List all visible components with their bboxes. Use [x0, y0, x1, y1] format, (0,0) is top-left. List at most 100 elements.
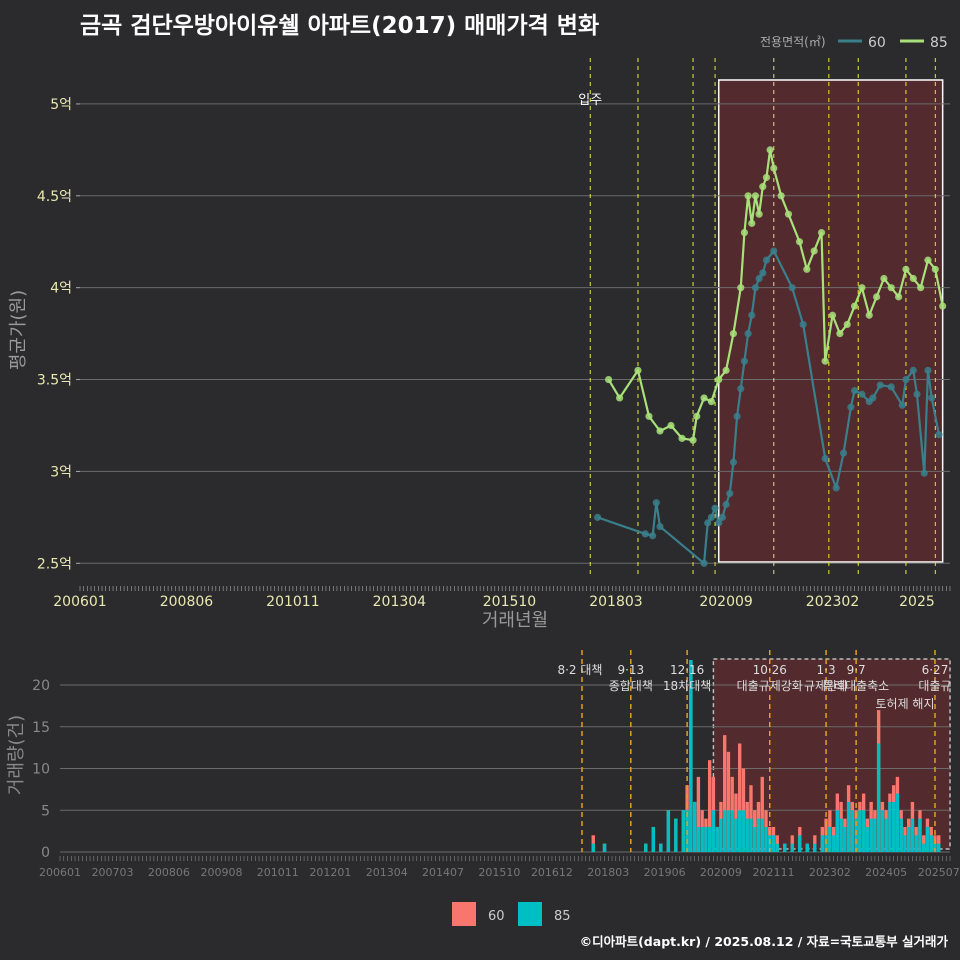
data-point-85 — [843, 320, 851, 329]
bar-60 — [805, 843, 809, 852]
x-tick-label: 201510 — [478, 866, 520, 879]
bar-60 — [674, 818, 678, 852]
bar-85 — [602, 843, 607, 852]
x-tick-label: 201803 — [587, 866, 629, 879]
bar-85 — [715, 826, 719, 852]
data-point-85 — [751, 192, 760, 200]
bar-85 — [730, 810, 734, 852]
x-tick-label: 200703 — [92, 866, 134, 879]
x-tick-label: 201011 — [266, 594, 319, 610]
bar-85 — [903, 835, 907, 852]
data-point-60 — [928, 394, 936, 402]
data-point-60 — [715, 519, 723, 527]
bar-60 — [783, 843, 787, 852]
bar-60 — [843, 818, 847, 852]
data-point-85 — [762, 173, 771, 182]
x-tick-label: 200908 — [200, 866, 242, 879]
bar-85 — [726, 810, 731, 852]
data-point-60 — [850, 386, 859, 395]
data-point-60 — [722, 500, 730, 509]
bar-85 — [925, 826, 930, 852]
policy-label: 8·2 대책 — [557, 662, 602, 677]
bar-60 — [925, 818, 930, 852]
bar-60 — [696, 776, 701, 852]
bar-85 — [685, 810, 689, 852]
data-point-60 — [704, 519, 712, 527]
bar-85 — [775, 843, 779, 852]
bar-85 — [891, 801, 896, 852]
data-point-60 — [729, 458, 738, 466]
bar-60 — [888, 793, 892, 852]
data-point-85 — [817, 228, 826, 237]
bar-85 — [805, 843, 809, 852]
data-point-85 — [740, 228, 749, 237]
data-point-60 — [913, 390, 921, 398]
data-point-60 — [788, 284, 796, 292]
data-point-85 — [700, 394, 708, 402]
bar-85 — [884, 818, 888, 852]
policy-label: 특례대출축소 — [823, 679, 889, 693]
legend-key-85 — [518, 902, 542, 926]
bar-60 — [820, 826, 825, 852]
bar-60 — [738, 743, 742, 852]
data-point-60 — [887, 383, 895, 391]
data-point-60 — [832, 484, 840, 492]
data-point-60 — [718, 513, 727, 521]
x-tick-label: 202507 — [918, 866, 960, 879]
bar-60 — [745, 801, 749, 852]
data-point-60 — [821, 454, 829, 463]
bar-60 — [922, 835, 926, 852]
x-tick-label: 202302 — [809, 866, 851, 879]
policy-label: 1·3 — [817, 663, 836, 677]
x-tick-label: 200601 — [53, 594, 106, 610]
data-point-60 — [641, 530, 649, 538]
data-point-60 — [924, 366, 932, 374]
bar-85 — [689, 660, 693, 852]
bar-85 — [899, 818, 903, 852]
bar-85 — [929, 835, 933, 852]
bar-60 — [846, 785, 851, 852]
policy-label: 규제완화 — [804, 679, 848, 693]
bar-60 — [899, 810, 903, 852]
y-tick-label: 4억 — [50, 281, 72, 297]
bar-60 — [861, 793, 866, 852]
data-point-60 — [762, 256, 771, 264]
bar-85 — [681, 810, 686, 852]
x-tick-label: 202405 — [865, 866, 907, 879]
data-point-85 — [616, 394, 624, 402]
bar-60 — [711, 776, 716, 852]
data-point-85 — [872, 293, 881, 301]
data-point-85 — [858, 284, 866, 292]
x-tick-label: 201906 — [644, 866, 686, 879]
bar-85 — [869, 818, 873, 852]
data-point-85 — [895, 293, 903, 301]
policy-label: 대출규제강화 — [737, 679, 803, 693]
data-point-60 — [748, 311, 756, 319]
bar-60 — [771, 826, 776, 852]
bar-60 — [644, 843, 648, 852]
bar-60 — [764, 810, 768, 852]
bar-85 — [771, 835, 776, 852]
bar-60 — [813, 835, 817, 852]
data-point-60 — [799, 320, 807, 329]
bar-85 — [659, 843, 663, 852]
bar-60 — [722, 735, 727, 852]
bar-85 — [749, 818, 753, 852]
bar-85 — [937, 843, 941, 852]
bar-60 — [858, 801, 862, 852]
bar-85 — [756, 818, 761, 852]
legend-label-60: 60 — [868, 35, 886, 51]
bar-85 — [696, 826, 701, 852]
data-point-85 — [865, 311, 873, 319]
annotation-label: 입주 — [578, 93, 602, 108]
bar-60 — [768, 826, 772, 852]
data-point-85 — [605, 375, 613, 384]
bar-85 — [734, 818, 738, 852]
bar-85 — [846, 801, 851, 852]
bar-60 — [591, 835, 595, 852]
bar-60 — [730, 776, 734, 852]
bar-60 — [835, 793, 840, 852]
bar-60 — [726, 751, 731, 852]
bar-60 — [681, 810, 686, 852]
x-tick-label: 202009 — [699, 594, 752, 610]
